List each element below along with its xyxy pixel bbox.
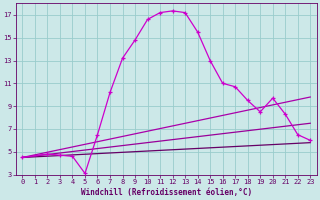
X-axis label: Windchill (Refroidissement éolien,°C): Windchill (Refroidissement éolien,°C) xyxy=(81,188,252,197)
